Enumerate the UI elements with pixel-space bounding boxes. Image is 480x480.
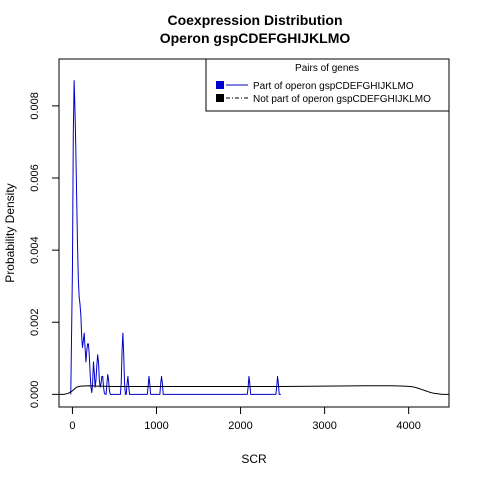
series-line-part-of-operon: [70, 80, 281, 395]
legend-swatch-part-of-operon: [216, 81, 224, 89]
y-tick-label: 0.008: [29, 92, 41, 120]
legend-title: Pairs of genes: [295, 63, 359, 74]
legend-swatch-not-part-of-operon: [216, 94, 224, 102]
x-axis-label: SCR: [241, 452, 267, 466]
y-tick-label: 0.004: [29, 236, 41, 264]
x-tick-label: 2000: [228, 420, 252, 432]
y-axis: 0.000 0.002 0.004 0.006 0.008: [29, 92, 59, 408]
y-tick-label: 0.002: [29, 308, 41, 336]
legend: Pairs of genes Part of operon gspCDEFGHI…: [205, 58, 450, 112]
y-tick-label: 0.000: [29, 381, 41, 409]
y-tick-label: 0.006: [29, 164, 41, 192]
chart-subtitle: Operon gspCDEFGHIJKLMO: [160, 30, 351, 46]
legend-label-part-of-operon: Part of operon gspCDEFGHIJKLMO: [253, 81, 414, 92]
plot-series: [59, 80, 449, 395]
x-tick-label: 4000: [396, 420, 420, 432]
legend-label-not-part-of-operon: Not part of operon gspCDEFGHIJKLMO: [253, 94, 431, 105]
y-axis-label: Probability Density: [3, 183, 17, 282]
x-tick-label: 0: [69, 420, 75, 432]
x-tick-label: 1000: [144, 420, 168, 432]
series-line-not-part-of-operon: [59, 385, 449, 395]
chart-title: Coexpression Distribution: [167, 12, 342, 28]
x-tick-label: 3000: [312, 420, 336, 432]
x-axis: 0 1000 2000 3000 4000: [69, 407, 421, 432]
